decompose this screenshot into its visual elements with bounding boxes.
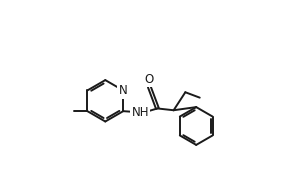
Text: NH: NH (132, 105, 149, 119)
Text: N: N (119, 84, 128, 97)
Text: O: O (145, 73, 154, 86)
